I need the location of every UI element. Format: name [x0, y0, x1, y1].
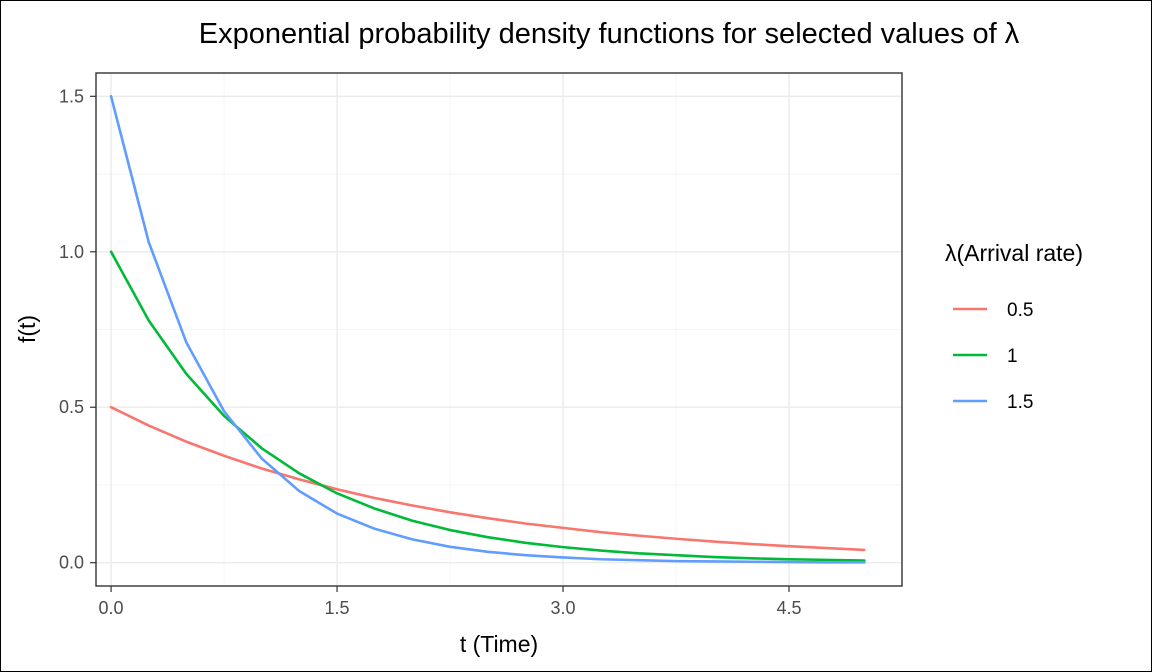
y-tick-label: 1.5: [59, 86, 84, 106]
x-tick-label: 1.5: [325, 598, 350, 618]
legend-label-1-5: 1.5: [1007, 392, 1033, 413]
x-tick-label: 3.0: [551, 598, 576, 618]
series-lines: [109, 95, 866, 564]
y-tick-label: 0.5: [59, 397, 84, 417]
series-line-0-5: [109, 405, 866, 552]
axis-ticks: 0.0 1.5 3.0 4.5 0.0 0.5 1.0 1.5: [59, 86, 802, 618]
y-tick-label: 0.0: [59, 553, 84, 573]
legend: λ(Arrival rate) 0.5 1 1.5: [945, 240, 1083, 413]
legend-label-1: 1: [1007, 346, 1018, 367]
legend-title: λ(Arrival rate): [945, 240, 1083, 266]
y-tick-label: 1.0: [59, 242, 84, 262]
x-axis-title: t (Time): [460, 631, 538, 657]
chart-title: Exponential probability density function…: [199, 18, 1020, 50]
y-axis-title: f(t): [14, 315, 40, 343]
x-tick-label: 4.5: [776, 598, 801, 618]
x-tick-label: 0.0: [99, 598, 124, 618]
plot-panel-border: [95, 72, 903, 587]
series-line-1-5: [109, 95, 866, 564]
legend-label-0-5: 0.5: [1007, 300, 1033, 321]
grid-lines: [96, 73, 902, 586]
